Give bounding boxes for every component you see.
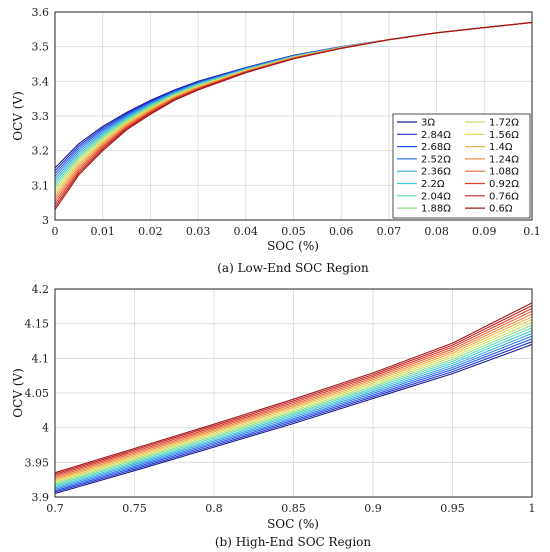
series-line [54,343,533,495]
legend-label: 3Ω [421,118,435,129]
caption-a: (a) Low-End SOC Region [217,261,369,275]
chart-high-end: 0.7 0.75 0.8 0.85 0.9 0.95 1 3.9 3.95 4 4.05 4.1 4.… [11,283,536,549]
x-axis-label: SOC (%) [267,517,319,531]
series-line [54,321,533,483]
chart-low-end: 0 0.01 0.02 0.03 0.04 0.05 0.06 0.07 0.08 0.09 0.1… [11,6,541,275]
caption-b: (b) High-End SOC Region [215,535,372,549]
series-line [54,338,533,492]
legend-label: 2.52Ω [421,154,451,165]
y-tick-label: 4.15 [25,318,50,331]
series-line [54,316,533,481]
x-tick-label: 0.8 [205,502,223,515]
x-tick-label: 0.7 [46,502,64,515]
x-tick-label: 0.06 [329,225,354,238]
legend-label: 2.36Ω [421,167,451,178]
x-tick-label: 0.1 [523,225,541,238]
series-line [54,330,533,488]
series-line [54,307,533,477]
x-tick-label: 0.08 [424,225,449,238]
series-line [54,335,533,490]
legend-label: 1.24Ω [489,154,519,165]
series-line [54,302,533,474]
series-line [54,327,533,486]
series-line [54,313,533,479]
legend-label: 2.68Ω [421,142,451,153]
series-line [54,310,533,478]
legend-label: 1.4Ω [489,142,513,153]
legend-label: 0.92Ω [489,179,519,190]
series-line [54,318,533,482]
legend-label: 2.04Ω [421,191,451,202]
x-tick-label: 0.09 [472,225,497,238]
y-tick-label: 4.05 [25,387,50,400]
y-tick-label: 4.2 [32,283,50,296]
legend-label: 2.2Ω [421,179,445,190]
y-tick-label: 3.2 [32,145,50,158]
legend-box [392,113,531,219]
legend-label: 2.84Ω [421,130,451,141]
y-tick-label: 3.95 [25,456,50,469]
legend-label: 1.08Ω [489,167,519,178]
y-tick-label: 3.5 [32,41,50,54]
legend-label: 1.72Ω [489,118,519,129]
series-line [54,324,533,485]
series-line [54,332,533,489]
y-tick-label: 3.4 [32,75,50,88]
x-tick-label: 0.07 [377,225,402,238]
legend-label: 1.88Ω [421,204,451,215]
series-line [54,341,533,493]
y-tick-label: 4 [42,422,49,435]
y-axis-label: OCV (V) [11,91,25,141]
y-axis-label: OCV (V) [11,368,25,418]
y-tick-label: 3.1 [32,179,50,192]
y-tick-label: 3.6 [32,6,50,19]
series-line [54,21,533,210]
x-axis-label: SOC (%) [267,239,319,253]
x-tick-label: 0.04 [234,225,259,238]
y-tick-label: 3.3 [32,110,50,123]
y-tick-label: 4.1 [32,352,50,365]
y-tick-label: 3.9 [32,491,50,504]
x-tick-label: 0.01 [90,225,115,238]
legend-label: 0.6Ω [489,204,513,215]
x-tick-label: 1 [529,502,536,515]
plot-frame [54,288,533,498]
x-tick-label: 0 [52,225,59,238]
x-tick-label: 0.85 [281,502,306,515]
x-tick-label: 0.75 [122,502,147,515]
plot-frame [54,11,533,221]
x-tick-label: 0.02 [138,225,163,238]
legend-label: 1.56Ω [489,130,519,141]
series-line [54,305,533,475]
x-tick-label: 0.9 [364,502,382,515]
x-tick-label: 0.95 [440,502,465,515]
y-tick-label: 3 [42,214,49,227]
x-tick-label: 0.05 [281,225,306,238]
legend-label: 0.76Ω [489,191,519,202]
x-tick-label: 0.03 [186,225,211,238]
